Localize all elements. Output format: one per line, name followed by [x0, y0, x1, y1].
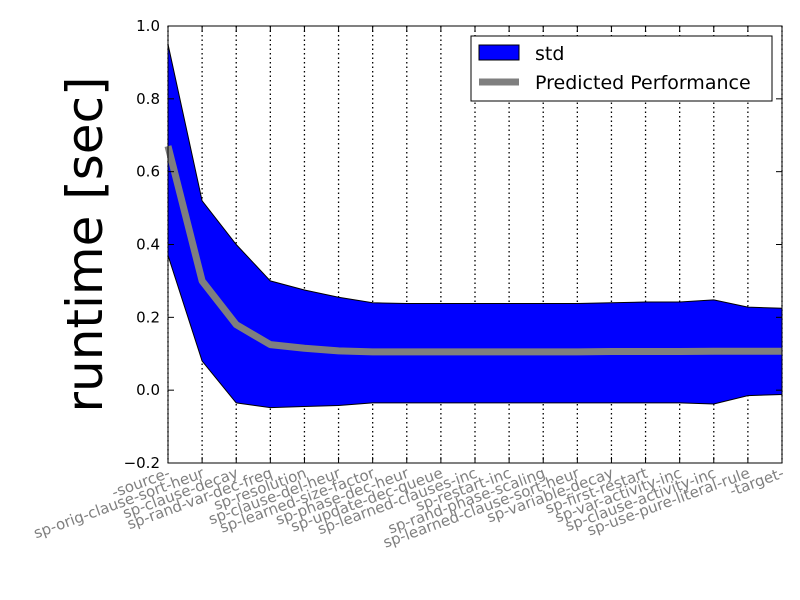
y-tick-label: 0.4	[136, 236, 160, 254]
legend: std Predicted Performance	[470, 35, 773, 102]
axes-layer	[167, 25, 783, 464]
y-tick-labels: −0.2 0.0 0.2 0.4 0.6 0.8 1.0	[124, 17, 160, 472]
y-tick-label: 0.8	[136, 90, 160, 108]
legend-label: Predicted Performance	[535, 72, 751, 94]
y-tick-label: 1.0	[136, 17, 160, 35]
y-tick-label: 0.2	[136, 308, 160, 326]
prediction-line-layer	[164, 145, 783, 356]
y-tick-label: 0.0	[136, 381, 160, 399]
y-axis-label: runtime [sec]	[56, 76, 114, 412]
y-tick-label: 0.6	[136, 163, 160, 181]
x-tick-labels: -source-sp-orig-clause-sort-heursp-claus…	[31, 464, 786, 552]
y-tick-label: −0.2	[124, 454, 160, 472]
legend-label: std	[535, 43, 564, 65]
legend-box	[470, 35, 773, 102]
legend-std-swatch	[478, 44, 520, 61]
